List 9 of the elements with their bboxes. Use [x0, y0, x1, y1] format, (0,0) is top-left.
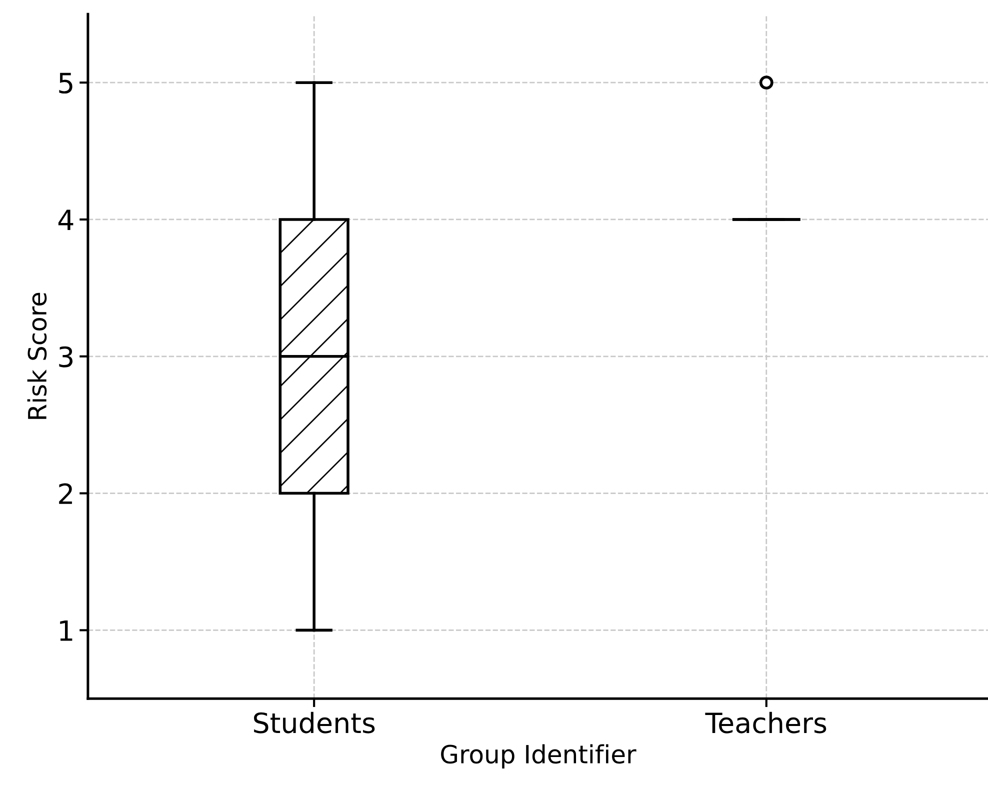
- y-tick-label: 5: [59, 72, 72, 94]
- y-tick-label: 3: [59, 346, 73, 368]
- x-axis-title: Group Identifier: [441, 744, 636, 768]
- y-tick-label: 2: [59, 483, 72, 504]
- y-tick-label: 4: [58, 210, 74, 230]
- x-tick-label: Students: [254, 712, 375, 734]
- y-tick-label: 1: [60, 620, 72, 641]
- y-axis-title: Risk Score: [27, 292, 47, 419]
- x-tick-label: Teachers: [705, 712, 826, 734]
